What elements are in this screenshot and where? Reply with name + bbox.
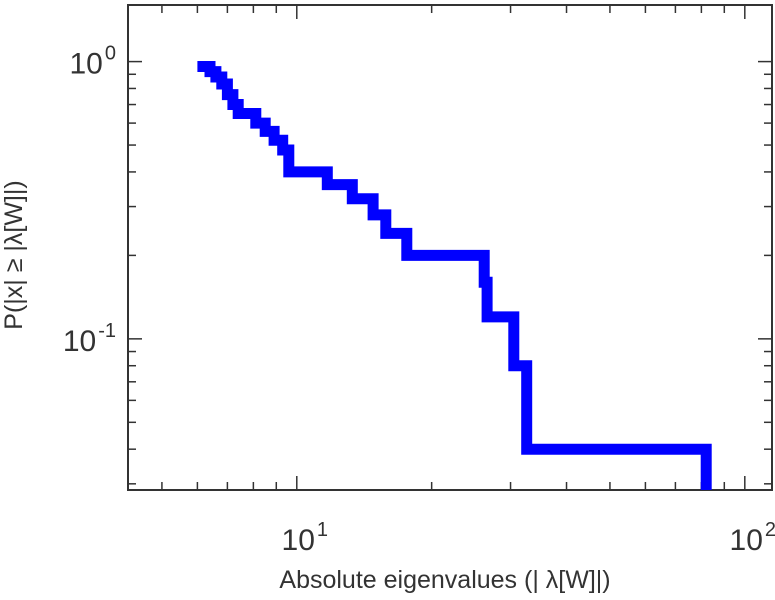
ccdf-step-line [197,61,712,490]
x-tick-label: 10 2 [730,519,775,557]
minor-ticks [128,5,772,490]
series-layer [197,61,712,490]
x-tick-label: 10 1 [282,519,329,557]
tick-labels: 10 1 10 2 10 0 10 -1 [63,43,775,557]
y-tick-label: 10 0 [70,43,117,81]
plot-frame [127,4,773,491]
x-axis-label: Absolute eigenvalues (| λ[W]|) [279,566,610,594]
y-tick-label: 10 -1 [63,320,116,358]
major-ticks [128,5,772,490]
y-axis-label: P(|x| ≥ |λ[W]|) [0,180,28,329]
